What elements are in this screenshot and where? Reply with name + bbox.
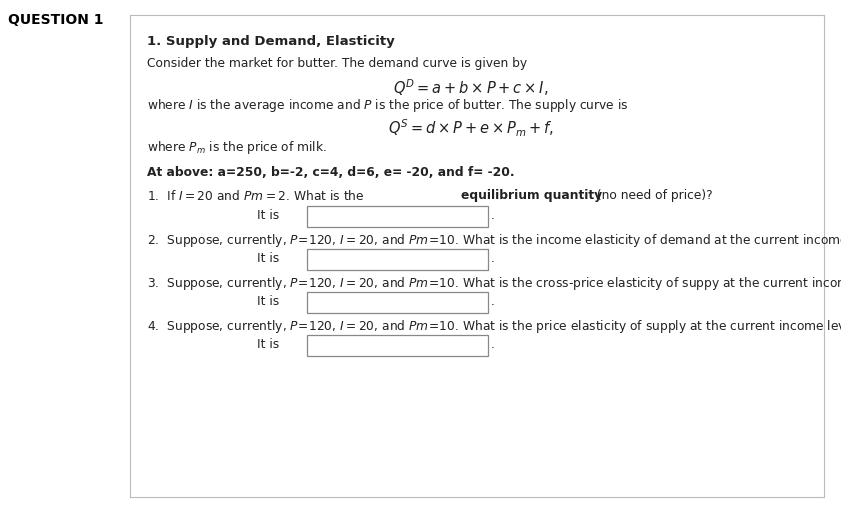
Text: 2.  Suppose, currently, $P\!=\!120$, $I = 20$, and $Pm\!=\!10$. What is the inco: 2. Suppose, currently, $P\!=\!120$, $I =…	[147, 232, 841, 249]
FancyBboxPatch shape	[307, 206, 488, 227]
Text: It is: It is	[257, 338, 278, 351]
Text: $Q^S = d \times P + e \times P_m + f,$: $Q^S = d \times P + e \times P_m + f,$	[388, 118, 554, 139]
Text: $Q^D = a + b \times P + c \times I,$: $Q^D = a + b \times P + c \times I,$	[394, 77, 548, 98]
Text: It is: It is	[257, 252, 278, 265]
Text: Consider the market for butter. The demand curve is given by: Consider the market for butter. The dema…	[147, 57, 527, 70]
Text: 1. Supply and Demand, Elasticity: 1. Supply and Demand, Elasticity	[147, 35, 395, 49]
Text: 1.  If $I = 20$ $and$ $Pm\!=\!2$. What is the: 1. If $I = 20$ $and$ $Pm\!=\!2$. What is…	[147, 189, 362, 203]
Text: At above: a=250, b=-2, c=4, d=6, e= -20, and f= -20.: At above: a=250, b=-2, c=4, d=6, e= -20,…	[147, 166, 515, 179]
Text: .: .	[490, 338, 495, 351]
FancyBboxPatch shape	[307, 249, 488, 270]
Text: where $P_m$ is the price of milk.: where $P_m$ is the price of milk.	[147, 139, 327, 157]
Text: where $I$ is the average income and $P$ is the price of butter. The supply curve: where $I$ is the average income and $P$ …	[147, 97, 629, 115]
Text: .: .	[490, 252, 495, 265]
Text: 4.  Suppose, currently, $P\!=\!120$, $I = 20$, and $Pm\!=\!10$. What is the pric: 4. Suppose, currently, $P\!=\!120$, $I =…	[147, 318, 841, 335]
Text: .: .	[490, 209, 495, 222]
Text: QUESTION 1: QUESTION 1	[8, 13, 104, 27]
Text: 1.  If $I = 20$ and $Pm=2$. What is the: 1. If $I = 20$ and $Pm=2$. What is the	[147, 189, 365, 203]
Text: .: .	[490, 295, 495, 308]
FancyBboxPatch shape	[307, 335, 488, 356]
Text: (no need of price)?: (no need of price)?	[593, 189, 712, 202]
FancyBboxPatch shape	[307, 292, 488, 313]
Text: It is: It is	[257, 295, 278, 308]
Text: It is: It is	[257, 209, 278, 222]
Text: equilibrium quantity: equilibrium quantity	[461, 189, 602, 202]
Text: 3.  Suppose, currently, $P\!=\!120$, $I = 20$, and $Pm\!=\!10$. What is the cros: 3. Suppose, currently, $P\!=\!120$, $I =…	[147, 275, 841, 292]
